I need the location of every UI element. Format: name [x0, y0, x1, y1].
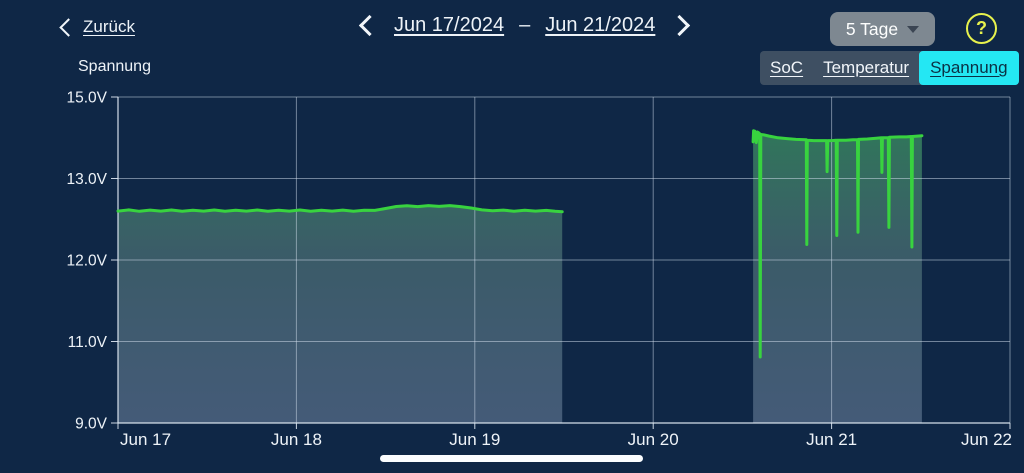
date-start-link[interactable]: Jun 17/2024: [394, 14, 505, 36]
tab-soc-label: SoC: [770, 58, 804, 77]
x-tick-label: Jun 19: [449, 430, 500, 449]
tab-spannung[interactable]: Spannung: [919, 51, 1019, 85]
chart-title: Spannung: [78, 58, 151, 75]
x-tick-label: Jun 20: [628, 430, 679, 449]
x-tick-label: Jun 18: [271, 430, 322, 449]
y-tick-label: 11.0V: [68, 334, 108, 351]
series-line: [751, 129, 924, 359]
date-separator: –: [519, 14, 531, 36]
back-label: Zurück: [83, 17, 135, 36]
range-select-button[interactable]: 5 Tage: [830, 12, 935, 46]
y-tick-label: 13.0V: [66, 171, 107, 188]
caret-down-icon: [907, 25, 920, 33]
x-tick-label: Jun 21: [806, 430, 857, 449]
range-select-label: 5 Tage: [845, 18, 899, 39]
home-indicator[interactable]: [380, 455, 643, 462]
series-line: [116, 204, 564, 214]
tab-temperatur[interactable]: Temperatur: [813, 51, 919, 85]
tab-temperatur-label: Temperatur: [823, 58, 910, 77]
y-tick-label: 15.0V: [66, 90, 107, 107]
help-button[interactable]: ?: [966, 13, 997, 44]
x-tick-label: Jun 22: [961, 430, 1012, 449]
series-area: [753, 130, 922, 424]
tab-spannung-label: Spannung: [930, 58, 1008, 77]
x-tick-label: Jun 17: [120, 430, 171, 449]
tab-bar: SoC Temperatur Spannung: [760, 51, 1019, 85]
y-tick-label: 12.0V: [66, 253, 107, 270]
date-range-nav: Jun 17/2024 – Jun 21/2024: [358, 14, 691, 37]
help-question-mark: ?: [976, 18, 987, 38]
back-button[interactable]: Zurück: [59, 17, 135, 37]
date-end-link[interactable]: Jun 21/2024: [545, 14, 656, 36]
series-area: [118, 205, 563, 423]
tab-soc[interactable]: SoC: [760, 51, 813, 85]
y-tick-label: 9.0V: [75, 416, 108, 433]
